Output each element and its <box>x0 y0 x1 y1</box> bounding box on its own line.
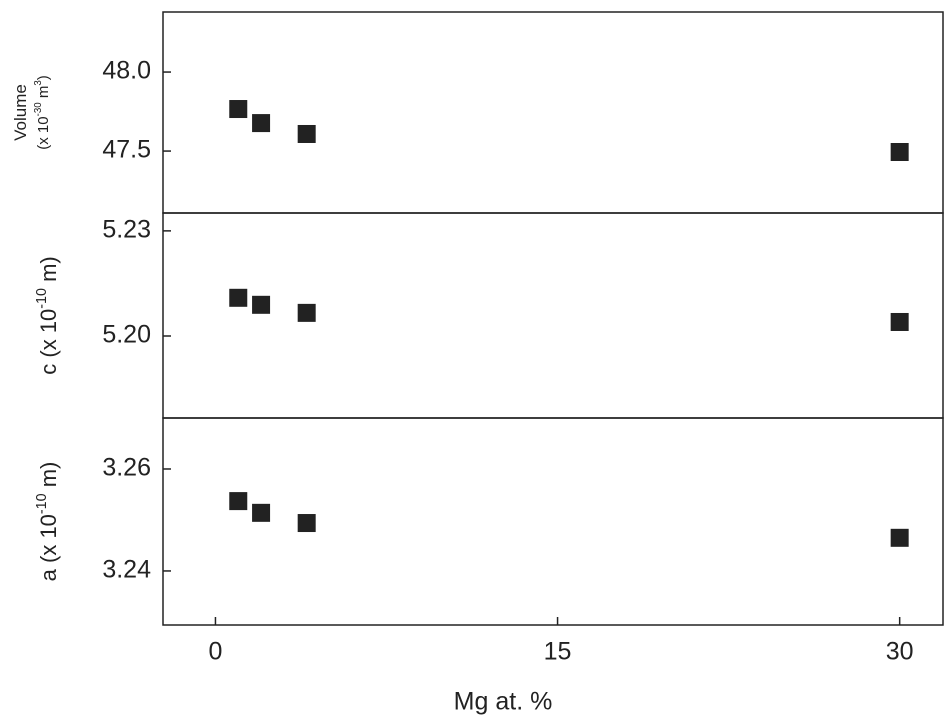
y-axis-label-part: -10 <box>34 493 50 514</box>
panel-frame <box>163 213 943 418</box>
panel-frame <box>163 418 943 625</box>
marker <box>891 529 909 547</box>
marker <box>252 114 270 132</box>
marker <box>891 143 909 161</box>
x-tick-label: 30 <box>886 638 914 666</box>
y-tick-label: 48.0 <box>102 57 151 85</box>
marker <box>229 289 247 307</box>
marker <box>891 313 909 331</box>
y-axis-label-part: m) <box>36 256 61 288</box>
marker <box>298 125 316 143</box>
y-tick-label: 3.24 <box>102 556 151 584</box>
y-axis-label: a (x 10-10 m) <box>34 462 61 582</box>
marker <box>252 296 270 314</box>
y-tick-label: 5.23 <box>102 215 151 243</box>
marker <box>298 514 316 532</box>
chart: 47.5 48.0 Volume(x 10-30 m3) 5.20 5.23 c (x 1… <box>0 0 944 718</box>
marker <box>229 492 247 510</box>
marker <box>298 304 316 322</box>
y-axis-label: (x 10-30 m3) <box>33 75 52 150</box>
panel-frame <box>163 12 943 213</box>
marker <box>229 100 247 118</box>
y-tick-label: 5.20 <box>102 321 151 349</box>
y-axis-label-part: Volume <box>11 84 30 141</box>
page: {"chart_data": [ {"type": "scatter", "yl… <box>0 0 944 718</box>
y-axis-label-part: (x 10 <box>35 116 52 149</box>
y-tick-label: 3.26 <box>102 454 151 482</box>
x-tick-label: 0 <box>209 638 223 666</box>
y-axis-label-part: m <box>35 86 52 103</box>
y-axis-label-part: c (x 10 <box>36 309 61 375</box>
marker <box>252 504 270 522</box>
y-axis-label-part: m) <box>36 462 61 494</box>
x-tick-label: 15 <box>544 638 572 666</box>
y-axis-label-part: ) <box>35 75 52 80</box>
y-axis-label-part: -30 <box>33 102 44 117</box>
x-axis-label: Mg at. % <box>454 688 553 716</box>
y-axis-label: Volume <box>11 84 30 141</box>
y-axis-label: c (x 10-10 m) <box>34 256 61 374</box>
y-axis-label-part: -10 <box>34 288 50 309</box>
y-tick-label: 47.5 <box>102 136 151 164</box>
y-axis-label-part: a (x 10 <box>36 514 61 581</box>
